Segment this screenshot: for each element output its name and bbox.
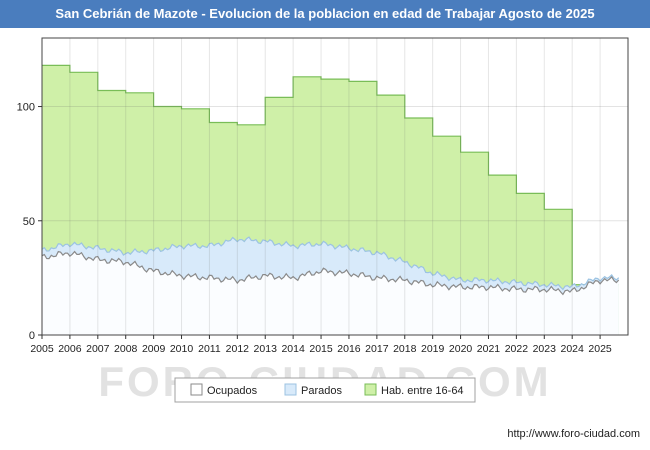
y-tick-label: 50 [23,216,35,228]
series-areas [41,64,620,336]
x-axis: 2005 2006 2007 2008 2009 2010 2011 2012 2013 2014… [30,335,612,355]
x-tick-label: 2025 [588,343,612,355]
y-axis: 0 50 100 [17,102,42,342]
gridlines [42,38,628,335]
x-tick-label: 2014 [281,343,305,355]
x-tick-label: 2011 [198,343,221,355]
legend-swatch-ocupados [190,383,203,396]
chart-svg: 2005 2006 2007 2008 2009 2010 2011 2012 2013 2014… [17,37,629,405]
legend-box [174,377,476,403]
x-tick-label: 2006 [58,343,82,355]
x-tick-label: 2024 [561,343,585,355]
x-tick-label: 2009 [142,343,166,355]
x-tick-label: 2023 [533,343,557,355]
legend: Ocupados Parados Hab. entre 16-64 [174,377,476,403]
x-tick-label: 2019 [421,343,445,355]
x-tick-label: 2021 [477,343,501,355]
legend-label-hab-16-64: Hab. entre 16-64 [381,385,464,397]
y-tick-label: 100 [17,102,35,114]
area-ocupados [42,251,619,335]
legend-label-parados: Parados [301,385,342,397]
x-tick-label: 2007 [86,343,110,355]
x-tick-label: 2016 [337,343,361,355]
x-tick-label: 2013 [254,343,278,355]
x-tick-label: 2012 [226,343,250,355]
plot-border [41,37,629,336]
legend-swatch-parados [284,383,297,396]
line-parados [41,236,620,291]
x-tick-label: 2008 [114,343,138,355]
x-tick-label: 2018 [393,343,417,355]
chart-title-bar: San Cebrián de Mazote - Evolucion de la … [0,0,650,28]
footer-url: http://www.foro-ciudad.com [507,428,640,440]
legend-swatch-hab-16-64 [364,383,377,396]
line-hab-16-64 [42,64,619,286]
x-tick-label: 2020 [449,343,473,355]
legend-label-ocupados: Ocupados [207,385,258,397]
x-tick-label: 2005 [30,343,54,355]
line-ocupados [41,250,620,296]
x-tick-label: 2010 [170,343,194,355]
x-tick-label: 2017 [365,343,389,355]
x-tick-label: 2015 [309,343,333,355]
x-tick-label: 2022 [505,343,529,355]
y-tick-label: 0 [29,330,35,342]
chart-title: San Cebrián de Mazote - Evolucion de la … [55,6,595,21]
